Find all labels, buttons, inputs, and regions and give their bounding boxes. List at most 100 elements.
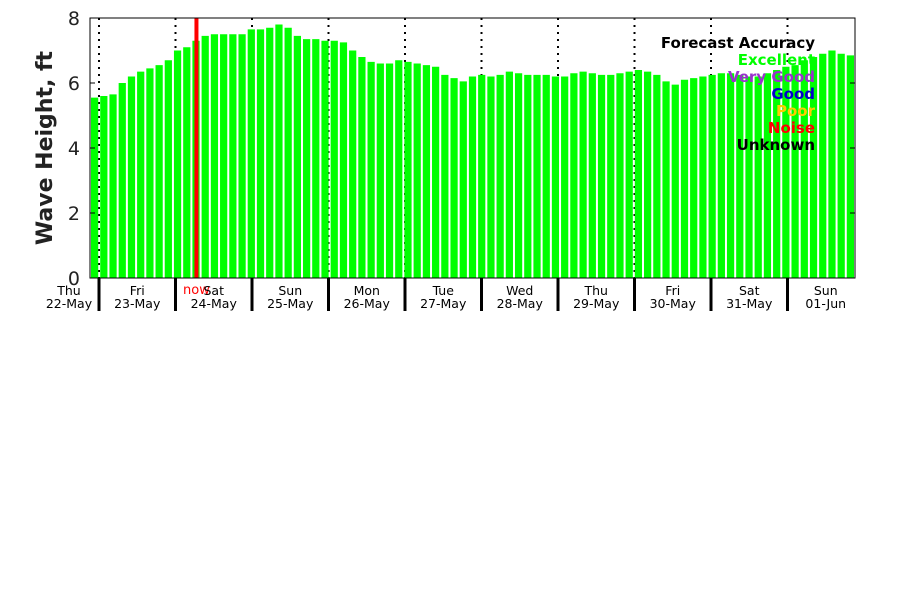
- bar: [514, 73, 523, 278]
- bar: [680, 79, 689, 278]
- day-of-week-label: Sat: [204, 283, 225, 298]
- bar: [91, 97, 99, 279]
- bar: [542, 74, 550, 279]
- day-of-week-label: Thu: [584, 283, 608, 298]
- bar: [238, 34, 246, 278]
- bar: [339, 42, 348, 279]
- bar: [846, 55, 854, 279]
- bar: [367, 61, 375, 279]
- day-of-week-label: Fri: [665, 283, 680, 298]
- bar: [662, 81, 670, 279]
- bar: [561, 76, 569, 278]
- bar: [164, 60, 172, 278]
- bar: [302, 39, 311, 279]
- bar: [118, 83, 126, 278]
- bar: [579, 71, 587, 279]
- bar: [376, 63, 384, 278]
- bar: [210, 34, 219, 278]
- bar: [146, 68, 154, 279]
- bar: [791, 65, 799, 279]
- bar: [183, 47, 191, 278]
- bar: [745, 76, 753, 278]
- legend-item-good: Good: [771, 85, 815, 103]
- bar: [432, 66, 440, 278]
- bar: [819, 53, 827, 278]
- y-tick-label: 4: [68, 138, 80, 160]
- bar: [496, 74, 504, 279]
- bar: [201, 35, 209, 279]
- day-of-week-label: Sun: [814, 283, 838, 298]
- bar: [312, 39, 320, 279]
- date-label: 22-May: [46, 296, 93, 311]
- bar: [699, 76, 707, 278]
- y-axis-label: Wave Height, ft: [33, 50, 58, 245]
- bar: [607, 74, 615, 279]
- date-label: 27-May: [420, 296, 467, 311]
- bar: [837, 53, 845, 278]
- bar: [349, 50, 357, 278]
- bar: [597, 74, 606, 279]
- date-label: 30-May: [650, 296, 697, 311]
- y-tick-label: 0: [68, 268, 80, 290]
- x-axis-day-labels: Thu22-MayFri23-MaySat24-MaySun25-MayMon2…: [46, 278, 846, 311]
- bar: [321, 40, 329, 278]
- bar: [478, 74, 486, 279]
- bar: [173, 50, 182, 278]
- now-marker-group: now: [183, 18, 210, 298]
- bar: [275, 24, 283, 278]
- bar: [625, 71, 633, 279]
- bar: [588, 73, 596, 278]
- bar: [247, 29, 255, 279]
- bar: [616, 73, 624, 278]
- now-marker-label: now: [183, 283, 210, 298]
- day-of-week-label: Sun: [278, 283, 302, 298]
- bar: [487, 76, 495, 278]
- bar: [634, 70, 643, 278]
- bar: [330, 40, 338, 278]
- legend: Forecast Accuracy Excellent Very Good Go…: [661, 34, 816, 154]
- bar: [533, 74, 541, 279]
- bar: [229, 34, 237, 278]
- date-label: 24-May: [191, 296, 238, 311]
- bar-series: [91, 24, 854, 279]
- date-label: 25-May: [267, 296, 314, 311]
- bar: [127, 76, 136, 278]
- day-of-week-label: Fri: [130, 283, 145, 298]
- bar: [809, 57, 818, 278]
- y-tick-label: 2: [68, 203, 80, 225]
- date-label: 31-May: [726, 296, 773, 311]
- bar: [570, 73, 578, 278]
- date-label: 26-May: [344, 296, 391, 311]
- bar: [708, 74, 716, 279]
- bar: [828, 50, 836, 278]
- bar: [736, 74, 744, 279]
- bar: [109, 94, 117, 279]
- bar: [266, 27, 274, 278]
- date-label: 28-May: [497, 296, 544, 311]
- legend-item-excellent: Excellent: [738, 51, 815, 69]
- bar: [155, 65, 163, 279]
- day-of-week-label: Tue: [432, 283, 455, 298]
- bar: [754, 76, 762, 278]
- bar: [413, 63, 421, 278]
- legend-item-very-good: Very Good: [728, 68, 815, 86]
- day-of-week-label: Mon: [354, 283, 380, 298]
- bar: [717, 73, 725, 278]
- bar: [422, 65, 431, 279]
- bar: [256, 29, 265, 279]
- legend-item-noise: Noise: [768, 119, 815, 137]
- day-of-week-label: Sat: [739, 283, 760, 298]
- legend-item-poor: Poor: [776, 102, 816, 120]
- date-label: 01-Jun: [805, 296, 846, 311]
- bar: [220, 34, 228, 278]
- date-label: 29-May: [573, 296, 620, 311]
- date-label: 23-May: [114, 296, 161, 311]
- y-tick-label: 6: [68, 73, 80, 95]
- bar: [505, 71, 513, 279]
- bar: [358, 57, 366, 278]
- bar: [100, 96, 108, 278]
- bar: [395, 60, 403, 278]
- bar: [763, 73, 772, 278]
- bar: [782, 66, 790, 278]
